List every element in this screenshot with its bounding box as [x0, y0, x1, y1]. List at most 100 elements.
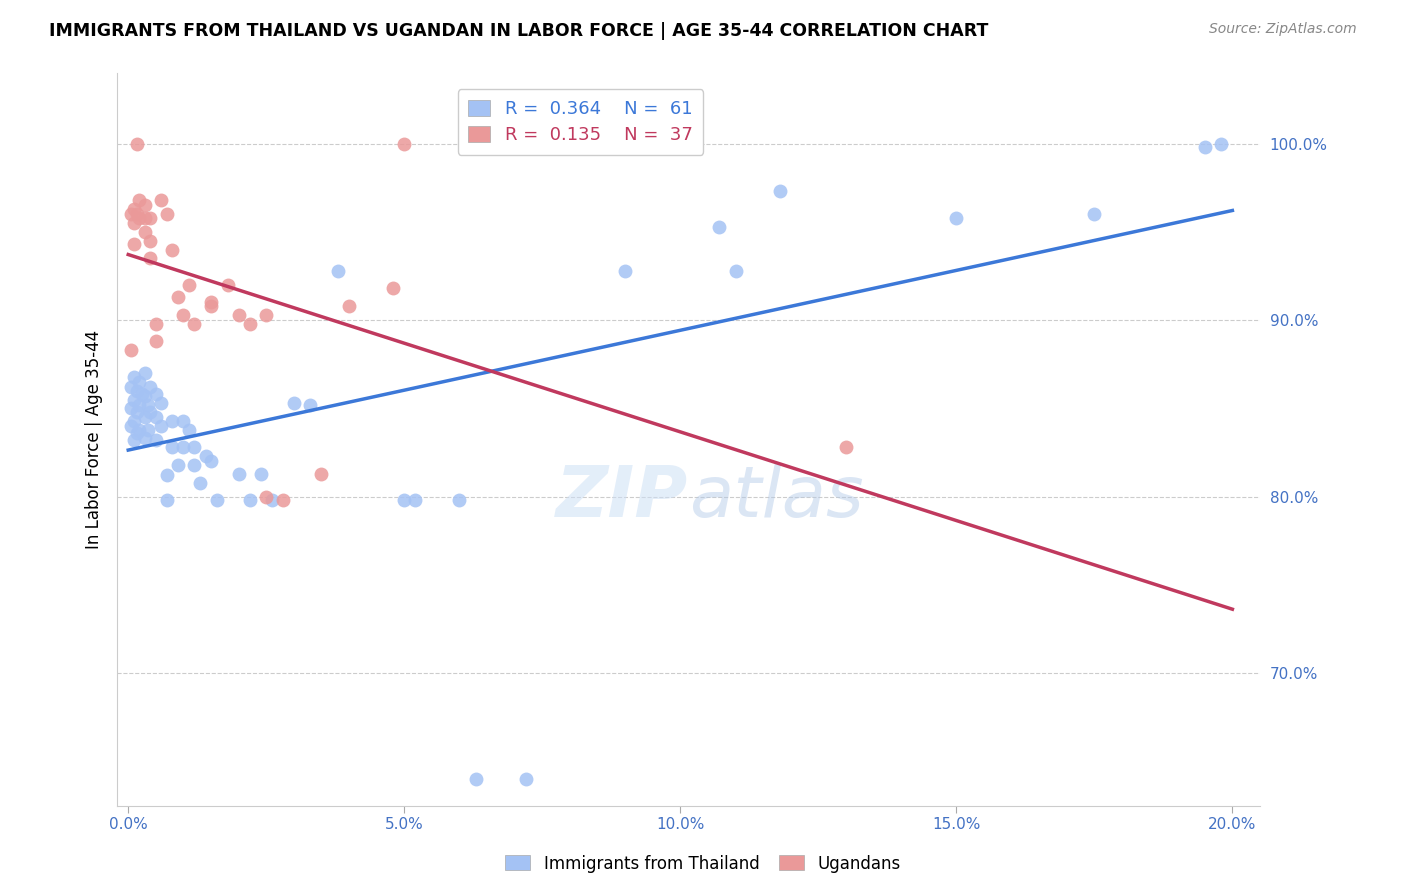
Point	[205, 493, 228, 508]
Point	[128, 398, 150, 412]
Point	[162, 414, 184, 428]
Point	[134, 211, 156, 225]
Point	[120, 401, 142, 416]
Point	[134, 366, 156, 380]
Point	[177, 277, 200, 292]
Point	[125, 426, 148, 441]
Point	[183, 440, 205, 454]
Point	[125, 136, 148, 151]
Point	[835, 440, 858, 454]
Point	[1194, 140, 1216, 154]
Point	[200, 299, 222, 313]
Point	[177, 423, 200, 437]
Point	[271, 493, 294, 508]
Point	[136, 423, 159, 437]
Point	[136, 398, 159, 412]
Point	[120, 419, 142, 434]
Point	[449, 493, 471, 508]
Point	[128, 375, 150, 389]
Text: Source: ZipAtlas.com: Source: ZipAtlas.com	[1209, 22, 1357, 37]
Point	[239, 317, 262, 331]
Point	[122, 202, 145, 216]
Point	[139, 211, 162, 225]
Point	[134, 198, 156, 212]
Text: IMMIGRANTS FROM THAILAND VS UGANDAN IN LABOR FORCE | AGE 35-44 CORRELATION CHART: IMMIGRANTS FROM THAILAND VS UGANDAN IN L…	[49, 22, 988, 40]
Point	[139, 380, 162, 394]
Point	[394, 493, 416, 508]
Point	[188, 475, 211, 490]
Point	[254, 308, 277, 322]
Point	[254, 490, 277, 504]
Point	[167, 458, 190, 472]
Point	[128, 423, 150, 437]
Point	[145, 387, 167, 401]
Point	[139, 405, 162, 419]
Y-axis label: In Labor Force | Age 35-44: In Labor Force | Age 35-44	[86, 330, 103, 549]
Point	[1211, 136, 1233, 151]
Point	[724, 263, 747, 277]
Point	[156, 468, 179, 483]
Point	[239, 493, 262, 508]
Point	[128, 193, 150, 207]
Point	[228, 467, 250, 481]
Point	[134, 431, 156, 445]
Point	[145, 334, 167, 349]
Point	[145, 317, 167, 331]
Point	[122, 216, 145, 230]
Point	[131, 387, 153, 401]
Point	[249, 467, 271, 481]
Point	[134, 410, 156, 425]
Legend: R =  0.364    N =  61, R =  0.135    N =  37: R = 0.364 N = 61, R = 0.135 N = 37	[457, 89, 703, 154]
Point	[465, 772, 488, 786]
Point	[150, 419, 173, 434]
Point	[228, 308, 250, 322]
Point	[156, 493, 179, 508]
Point	[382, 281, 405, 295]
Legend: Immigrants from Thailand, Ugandans: Immigrants from Thailand, Ugandans	[499, 848, 907, 880]
Point	[134, 389, 156, 403]
Point	[125, 405, 148, 419]
Point	[326, 263, 349, 277]
Point	[404, 493, 426, 508]
Point	[299, 398, 322, 412]
Point	[128, 211, 150, 225]
Point	[145, 433, 167, 447]
Point	[172, 308, 194, 322]
Point	[172, 414, 194, 428]
Point	[172, 440, 194, 454]
Point	[122, 392, 145, 407]
Point	[217, 277, 239, 292]
Point	[515, 772, 537, 786]
Point	[122, 369, 145, 384]
Point	[167, 290, 190, 304]
Point	[139, 252, 162, 266]
Point	[150, 193, 173, 207]
Point	[183, 458, 205, 472]
Text: ZIP: ZIP	[557, 464, 689, 533]
Point	[394, 136, 416, 151]
Point	[122, 414, 145, 428]
Point	[1083, 207, 1105, 221]
Point	[283, 396, 305, 410]
Point	[945, 211, 967, 225]
Point	[145, 410, 167, 425]
Text: atlas: atlas	[689, 464, 863, 533]
Point	[162, 243, 184, 257]
Point	[183, 317, 205, 331]
Point	[707, 219, 730, 234]
Point	[134, 225, 156, 239]
Point	[122, 237, 145, 252]
Point	[125, 207, 148, 221]
Point	[120, 343, 142, 358]
Point	[769, 184, 792, 198]
Point	[260, 493, 283, 508]
Point	[139, 234, 162, 248]
Point	[162, 440, 184, 454]
Point	[337, 299, 360, 313]
Point	[120, 380, 142, 394]
Point	[614, 263, 637, 277]
Point	[122, 433, 145, 447]
Point	[125, 384, 148, 398]
Point	[200, 295, 222, 310]
Point	[156, 207, 179, 221]
